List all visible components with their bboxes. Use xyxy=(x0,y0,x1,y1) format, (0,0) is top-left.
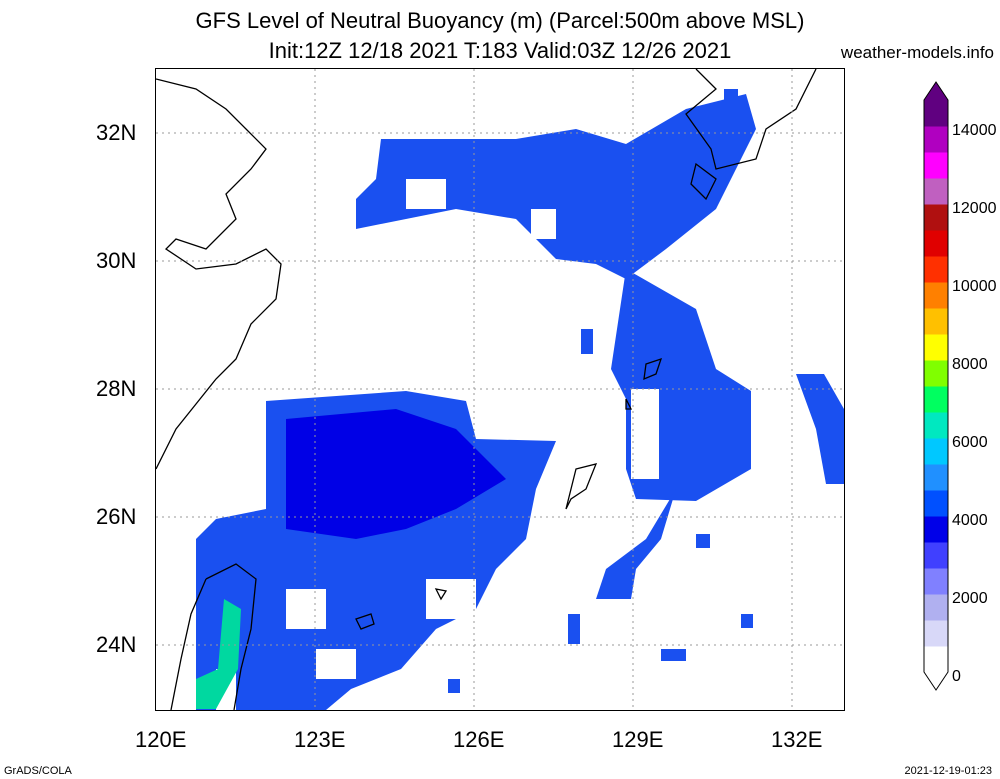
colorbar-band xyxy=(924,620,948,647)
lat-label-28n: 28N xyxy=(96,376,137,401)
lat-label-30n: 30N xyxy=(96,248,137,273)
map-canvas xyxy=(155,68,844,711)
colorbar-band xyxy=(924,204,948,231)
colorbar-band xyxy=(924,334,948,361)
colorbar-band xyxy=(924,152,948,179)
colorbar-band xyxy=(924,100,948,127)
colorbar-label-2000: 2000 xyxy=(952,590,988,607)
colorbar-bands xyxy=(924,82,948,690)
colorbar-label-6000: 6000 xyxy=(952,434,988,451)
colorbar-band xyxy=(924,360,948,387)
colorbar-label-12000: 12000 xyxy=(952,200,997,217)
colorbar-band xyxy=(924,464,948,491)
colorbar-band xyxy=(924,438,948,465)
colorbar-band xyxy=(924,542,948,569)
colorbar-band xyxy=(924,594,948,621)
colorbar-band xyxy=(924,568,948,595)
colorbar-band xyxy=(924,126,948,153)
lon-label-126e: 126E xyxy=(453,727,505,752)
colorbar-cap xyxy=(924,82,948,100)
map-subtitle: Init:12Z 12/18 2021 T:183 Valid:03Z 12/2… xyxy=(268,38,732,63)
colorbar-cap xyxy=(924,672,948,690)
colorbar-band xyxy=(924,490,948,517)
colorbar-band xyxy=(924,256,948,283)
colorbar-band xyxy=(924,516,948,543)
colorbar-label-14000: 14000 xyxy=(952,122,997,139)
map-title: GFS Level of Neutral Buoyancy (m) (Parce… xyxy=(195,8,805,33)
lat-label-24n: 24N xyxy=(96,632,137,657)
gridlines xyxy=(156,69,844,710)
colorbar-band xyxy=(924,646,948,673)
colorbar-band xyxy=(924,386,948,413)
colorbar-band xyxy=(924,308,948,335)
lon-label-120e: 120E xyxy=(135,727,187,752)
site-label: weather-models.info xyxy=(840,43,994,62)
colorbar-band xyxy=(924,412,948,439)
credit-label: GrADS/COLA xyxy=(4,765,72,777)
buoyancy-core xyxy=(286,409,506,539)
colorbar-label-10000: 10000 xyxy=(952,278,997,295)
colorbar-band xyxy=(924,230,948,257)
lon-label-123e: 123E xyxy=(294,727,346,752)
lon-label-132e: 132E xyxy=(771,727,823,752)
colorbar-label-4000: 4000 xyxy=(952,512,988,529)
taiwan-peak xyxy=(196,599,241,709)
coastlines xyxy=(155,68,817,711)
map-panel xyxy=(155,68,845,711)
colorbar-band xyxy=(924,178,948,205)
timestamp-label: 2021-12-19-01:23 xyxy=(904,765,992,777)
colorbar-band xyxy=(924,282,948,309)
colorbar xyxy=(923,81,949,691)
lon-label-129e: 129E xyxy=(612,727,664,752)
colorbar-label-0: 0 xyxy=(952,668,961,685)
lat-label-32n: 32N xyxy=(96,120,137,145)
colorbar-label-8000: 8000 xyxy=(952,356,988,373)
lat-label-26n: 26N xyxy=(96,504,137,529)
